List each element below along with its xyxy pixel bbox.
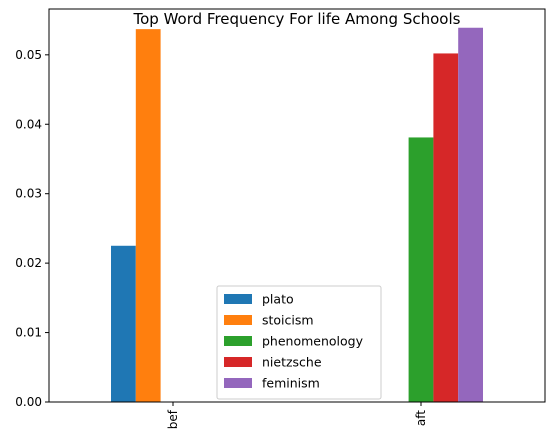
bars-layer [111,27,483,402]
y-axis: 0.00 0.01 0.02 0.03 0.04 0.05 [15,48,49,409]
plot-frame [48,8,546,403]
legend-swatch-stoicism [224,315,252,325]
legend-box [216,285,382,400]
y-tick-label: 0.04 [15,117,42,131]
y-tick-label: 0.01 [15,326,42,340]
legend-label-feminism: feminism [262,376,320,391]
x-axis: bef aft [166,402,428,429]
legend-label-plato: plato [262,292,294,307]
legend-label-stoicism: stoicism [262,313,314,328]
legend-swatch-feminism [224,378,252,388]
legend-swatch-plato [224,294,252,304]
y-tick-label: 0.03 [15,187,42,201]
bar-nietzsche-aft [433,53,459,402]
x-tick-label-aft: aft [414,410,428,426]
legend-swatch-phenomenology [224,336,252,346]
legend-label-nietzsche: nietzsche [262,355,322,370]
bar-phenomenology-aft [408,137,434,402]
bar-plato-bef [111,245,136,402]
legend: plato stoicism phenomenology nietzsche femin… [216,285,382,400]
x-tick-label-bef: bef [166,409,180,429]
y-tick-label: 0.02 [15,256,42,270]
legend-label-phenomenology: phenomenology [262,334,364,349]
bar-stoicism-bef [135,29,161,402]
bar-feminism-aft [458,27,483,402]
y-tick-label: 0.05 [15,48,42,62]
legend-swatch-nietzsche [224,357,252,367]
y-tick-label: 0.00 [15,395,42,409]
chart-title: Top Word Frequency For life Among School… [133,10,461,28]
